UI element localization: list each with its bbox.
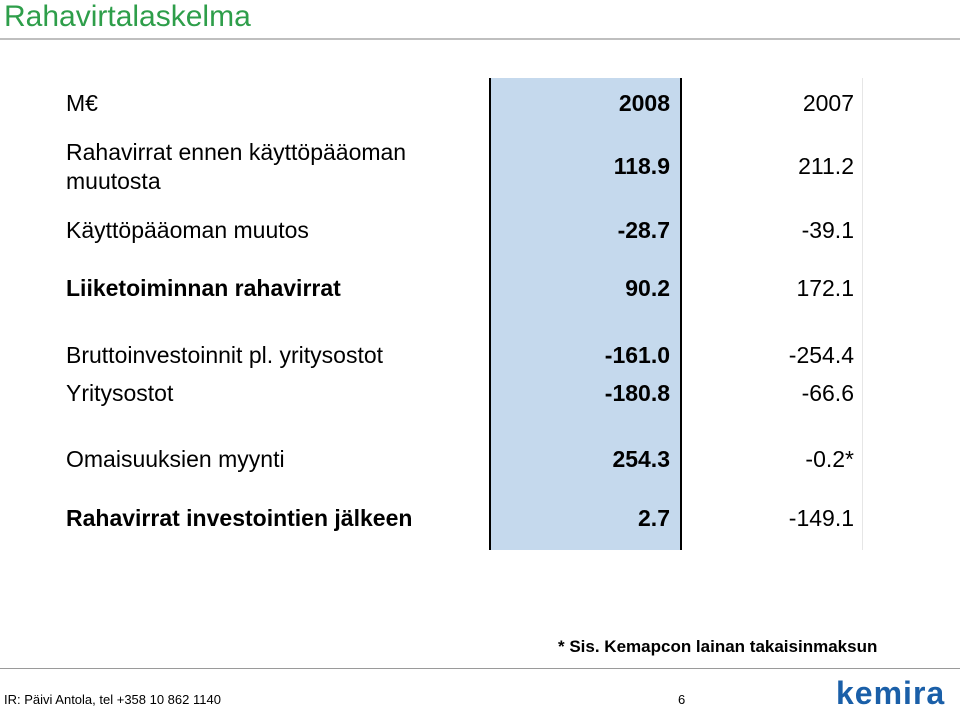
footnote: * Sis. Kemapcon lainan takaisinmaksun — [558, 637, 878, 656]
row-label: Omaisuuksien myynti — [66, 446, 285, 472]
value-2008: 254.3 — [612, 446, 670, 472]
value-2007: 172.1 — [796, 275, 854, 301]
logo-text: kemira — [836, 676, 945, 710]
value-2007: -0.2* — [805, 446, 854, 472]
row-label: Bruttoinvestoinnit pl. yritysostot — [66, 342, 384, 368]
value-2008: 90.2 — [625, 275, 670, 301]
row-label: Liiketoiminnan rahavirrat — [66, 275, 341, 301]
footer-divider — [0, 668, 960, 669]
slide-title: Rahavirtalaskelma — [4, 0, 251, 33]
value-2008: -28.7 — [617, 217, 670, 243]
value-2008: 118.9 — [613, 153, 670, 179]
footer-contact: IR: Päivi Antola, tel +358 10 862 1140 — [4, 692, 221, 707]
highlight-column-2008 — [490, 78, 680, 550]
row-label: muutosta — [66, 168, 161, 194]
page-number: 6 — [678, 692, 686, 707]
value-2007: -66.6 — [801, 380, 854, 406]
row-label: Yritysostot — [66, 380, 174, 406]
column-divider — [489, 78, 491, 550]
header-year-2008: 2008 — [618, 90, 670, 116]
value-2008: -161.0 — [604, 342, 670, 368]
row-label: Käyttöpääoman muutos — [66, 217, 309, 243]
kemira-logo: kemira — [836, 676, 945, 710]
column-divider — [680, 78, 682, 550]
row-label: Rahavirrat investointien jälkeen — [66, 505, 413, 531]
value-2007: 211.2 — [798, 153, 854, 179]
value-2008: -180.8 — [604, 380, 670, 406]
row-label: Rahavirrat ennen käyttöpääoman — [66, 139, 407, 165]
value-2008: 2.7 — [638, 505, 670, 531]
column-divider — [862, 78, 863, 550]
value-2007: -39.1 — [801, 217, 854, 243]
header-year-2007: 2007 — [802, 90, 854, 116]
value-2007: -149.1 — [788, 505, 854, 531]
header-unit-label: M€ — [66, 90, 98, 116]
value-2007: -254.4 — [788, 342, 854, 368]
title-divider — [0, 38, 960, 40]
